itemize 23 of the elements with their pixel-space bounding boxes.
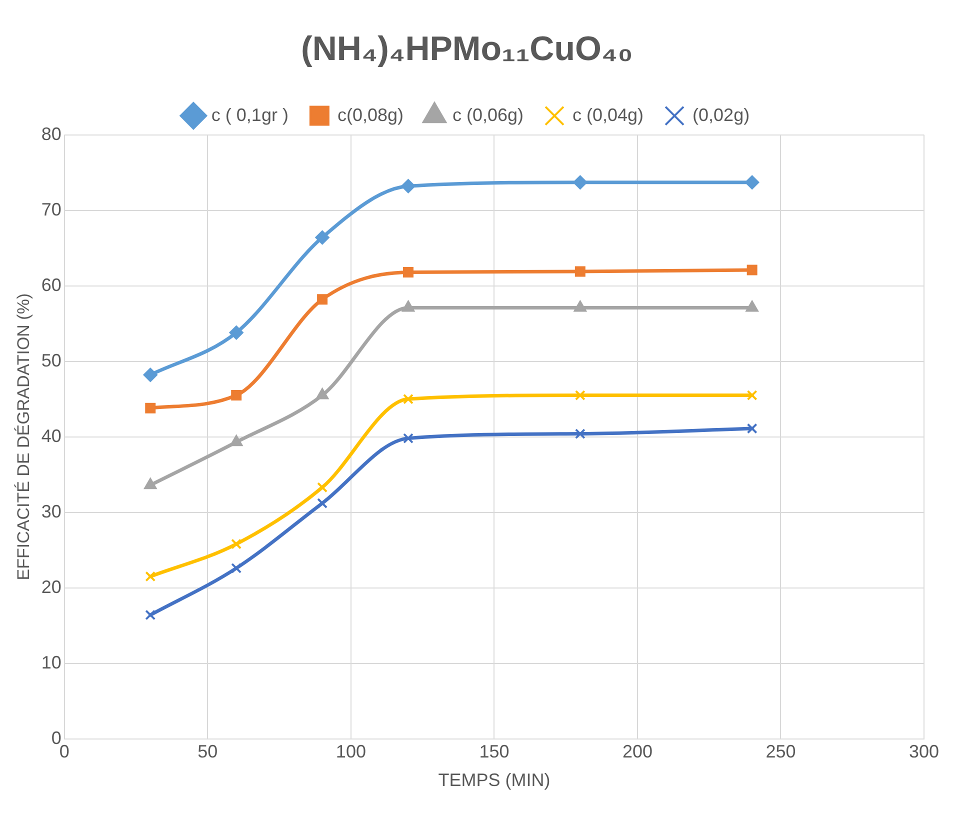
x-axis-title: TEMPS (MIN)	[438, 770, 550, 790]
chart-title: (NH₄)₄HPMo₁₁CuO₄₀	[301, 30, 633, 68]
x-tick-label: 250	[766, 742, 796, 762]
y-tick-label: 80	[41, 124, 62, 144]
x-tick-label: 50	[198, 742, 218, 762]
legend-label: c (0,04g)	[572, 104, 644, 125]
x-tick-label: 300	[908, 742, 940, 762]
legend-label: c ( 0,1gr )	[211, 104, 288, 125]
y-tick-label: 70	[41, 199, 62, 220]
x-tick-label: 200	[622, 742, 652, 762]
legend-label: (0,02g)	[692, 104, 750, 125]
y-tick-label: 30	[41, 501, 62, 522]
x-tick-label: 100	[336, 742, 366, 762]
y-tick-label: 10	[41, 652, 62, 672]
y-tick-label: 20	[41, 576, 62, 597]
y-tick-label: 50	[41, 350, 62, 370]
x-tick-label: 150	[479, 742, 510, 762]
legend-label: c (0,06g)	[452, 104, 524, 125]
y-axis-title: EFFICACITÉ DE DÉGRADATION (%)	[14, 293, 33, 580]
y-tick-label: 40	[41, 426, 62, 446]
y-tick-label: 60	[41, 274, 62, 295]
y-tick-label: 0	[51, 728, 62, 748]
legend-label: c(0,08g)	[337, 104, 404, 125]
